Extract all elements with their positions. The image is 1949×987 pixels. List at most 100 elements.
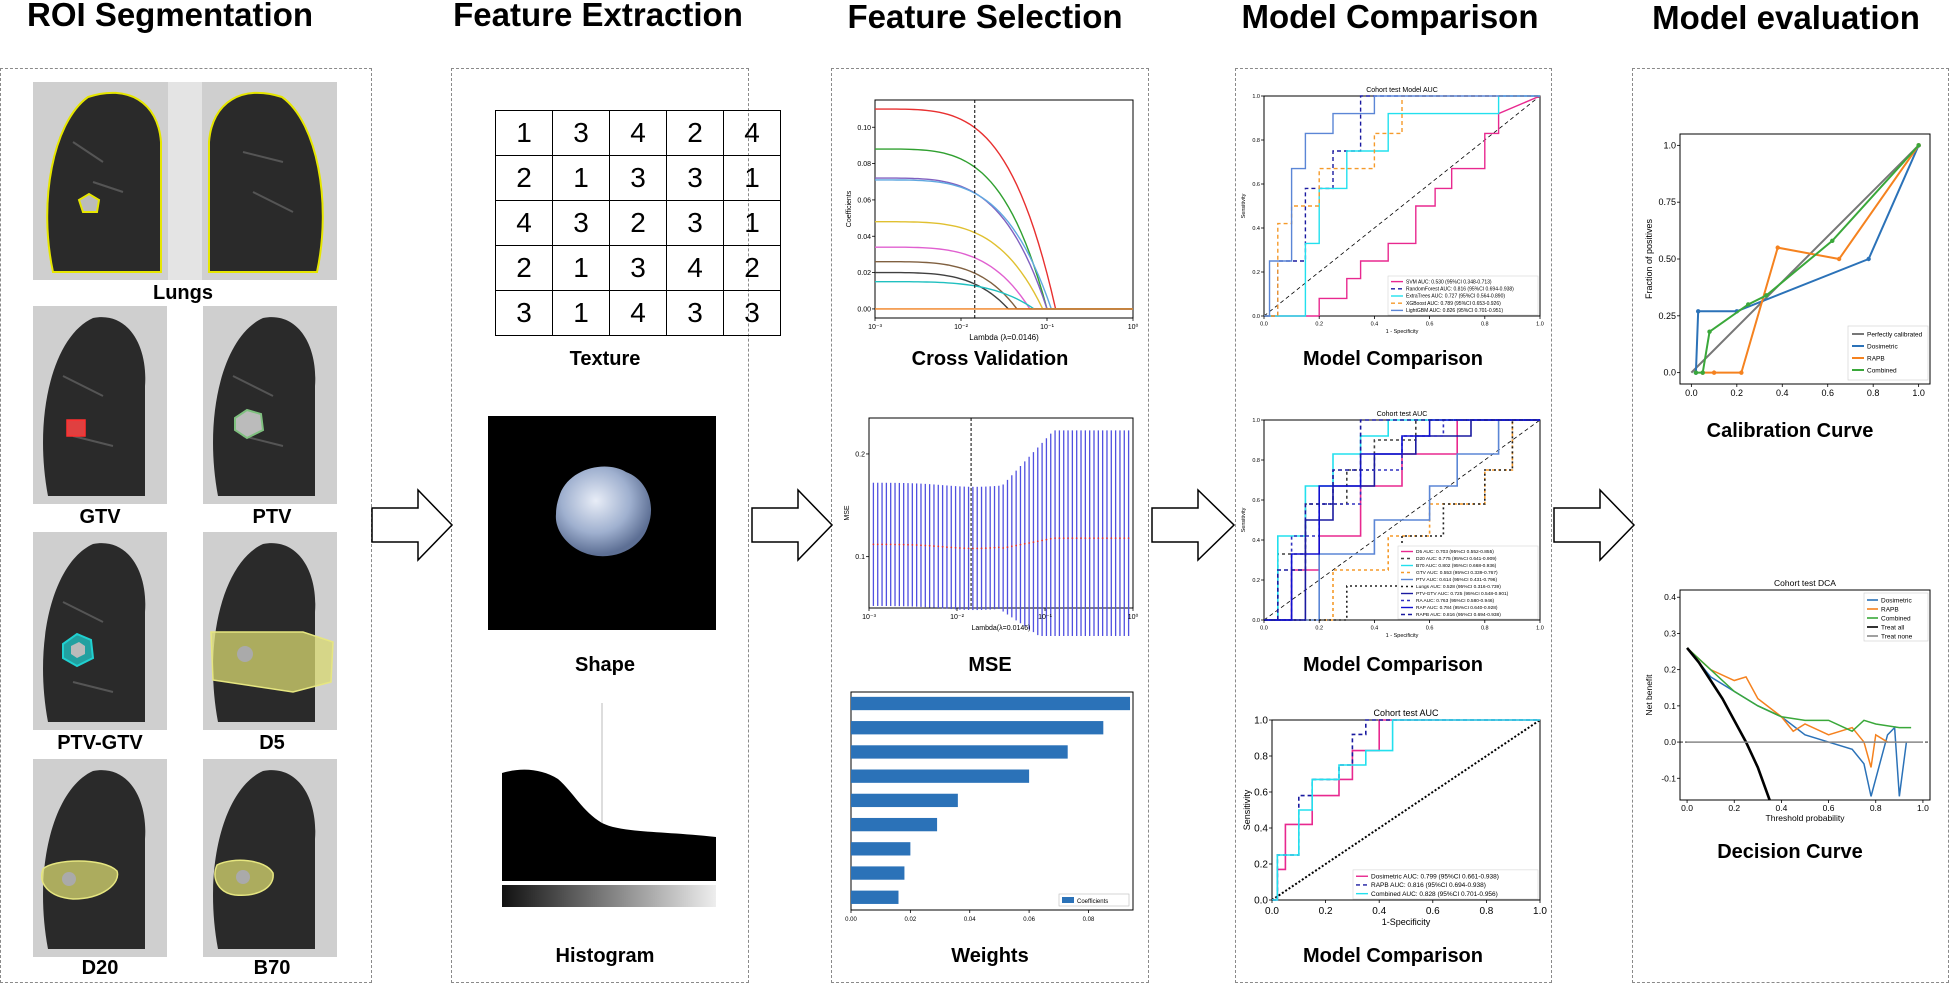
x-tick-label: 1.0 [1912, 388, 1925, 398]
x-tick-label: 0.4 [1371, 626, 1379, 632]
mse-point [989, 547, 992, 549]
x-tick-label: 0.2 [1731, 388, 1744, 398]
weight-bar [851, 842, 911, 856]
mse-point [1106, 537, 1108, 540]
x-tick-label: 10⁻² [950, 614, 964, 621]
y-tick-label: 0.00 [857, 306, 871, 313]
flow-arrow-4 [1553, 488, 1636, 562]
x-axis-label: 1 - Specificity [1386, 633, 1419, 639]
mse-point [1006, 546, 1009, 549]
legend-swatch [1062, 897, 1074, 903]
texture-cell: 4 [723, 110, 781, 156]
mse-point [1058, 537, 1061, 540]
mse-point [1119, 537, 1121, 540]
chart-roc-features: 0.0 0.2 0.4 0.6 0.8 1.0 0.0 0.2 0.4 0.6 0.8 1.0 Coho… [1240, 398, 1548, 644]
y-tick-label: 0.08 [857, 161, 871, 168]
legend-label: PTV AUC: 0.614 (95%CI 0.431-0.796) [1416, 577, 1497, 583]
y-tick-label: 0.0 [1664, 737, 1676, 747]
texture-cell: 4 [495, 200, 553, 246]
x-tick-label: 0.8 [1481, 322, 1489, 328]
x-tick-label: 0.0 [1265, 906, 1279, 917]
x-tick-label: 0.4 [1372, 906, 1386, 917]
mse-point [976, 547, 979, 550]
x-tick-label: 0.00 [845, 917, 857, 923]
mse-point [963, 547, 966, 550]
x-tick-label: 10⁻¹ [1038, 614, 1052, 621]
ct-image-b70 [203, 759, 337, 957]
dca-line [1686, 647, 1888, 768]
x-tick-label: 0.08 [1083, 917, 1095, 923]
calibration-point [1745, 302, 1751, 307]
mse-point [1054, 537, 1056, 540]
mse-point [876, 543, 879, 546]
mse-point [1093, 537, 1095, 540]
ct-image-ptv [203, 306, 337, 504]
texture-cell: 2 [609, 200, 667, 246]
texture-cell: 2 [723, 245, 781, 291]
chart-title: Cohort test Model AUC [1366, 87, 1438, 94]
x-tick-label: 0.6 [1426, 322, 1434, 328]
title-feature-extraction: Feature Extraction [453, 0, 743, 33]
mse-point [894, 543, 896, 546]
y-tick-label: 0.75 [1658, 197, 1676, 207]
x-tick-label: 0.2 [1728, 803, 1740, 813]
mse-point [937, 545, 940, 548]
mse-point [928, 544, 931, 547]
y-axis-label: MSE [844, 505, 851, 521]
texture-cell: 3 [666, 200, 724, 246]
y-tick-label: 0.8 [1254, 751, 1268, 762]
y-tick-label: 0.8 [1252, 138, 1260, 144]
weight-bar [851, 817, 938, 832]
texture-cell: 3 [723, 290, 781, 336]
legend-label: D5 AUC: 0.703 (95%CI 0.552-0.855) [1416, 549, 1494, 555]
x-axis-label: 1-Specificity [1382, 917, 1431, 927]
mse-point [1015, 544, 1018, 547]
legend-label: Dosimetric [1867, 344, 1898, 351]
title-model-comparison: Model Comparison [1241, 0, 1539, 35]
x-tick-label: 0.2 [1315, 626, 1323, 632]
legend-label: Lungs AUC: 0.528 (95%CI 0.316-0.739) [1416, 584, 1501, 590]
label-shape: Shape [574, 654, 636, 676]
y-axis-label: Fraction of positives [1644, 218, 1654, 299]
y-tick-label: 1.0 [1663, 140, 1676, 150]
mse-point [1075, 537, 1078, 540]
calibration-line [1690, 144, 1920, 374]
x-tick-label: 0.0 [1260, 322, 1268, 328]
y-axis-label: Sensitivity [1242, 789, 1252, 830]
y-tick-label: 0.6 [1252, 182, 1260, 188]
y-tick-label: 0.4 [1252, 226, 1260, 232]
y-tick-label: 0.50 [1658, 254, 1676, 264]
label-mse: MSE [968, 654, 1012, 676]
y-tick-label: 0.6 [1252, 498, 1260, 504]
weight-bar [851, 696, 1131, 711]
label-ptv-gtv: PTV-GTV [57, 732, 143, 754]
mse-point [885, 543, 888, 546]
mse-point [1045, 538, 1048, 541]
label-model-comparison-2: Model Comparison [1302, 654, 1483, 676]
y-tick-label: 0.04 [857, 234, 871, 241]
texture-cell: 1 [723, 200, 781, 246]
roc-series-line [1264, 419, 1540, 621]
legend-box [1058, 893, 1130, 907]
texture-cell: 3 [666, 155, 724, 201]
label-decision-curve: Decision Curve [1717, 841, 1863, 863]
texture-cell: 3 [666, 290, 724, 336]
legend-box [1863, 592, 1929, 642]
mse-point [1036, 540, 1039, 543]
x-tick-label: 10⁻³ [868, 324, 882, 331]
x-tick-label: 0.4 [1776, 803, 1788, 813]
calibration-point [1775, 245, 1780, 250]
legend-label: XGBoost AUC: 0.789 (95%CI 0.653-0.926) [1406, 301, 1501, 307]
y-tick-label: 0.1 [1664, 701, 1676, 711]
calibration-point [1693, 370, 1699, 375]
legend-label: Dosimetric [1881, 598, 1912, 605]
weight-bar [851, 721, 1104, 735]
ct-image-d20 [33, 759, 167, 957]
mse-point [971, 547, 974, 550]
legend-label: Coefficients [1077, 899, 1108, 905]
calibration-point [1764, 293, 1769, 298]
y-tick-label: 0.0 [1252, 314, 1260, 320]
